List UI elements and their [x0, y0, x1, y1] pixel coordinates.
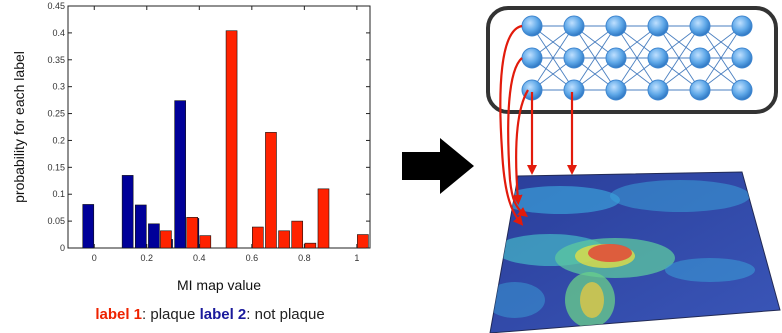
chart-plot-area: 0 0.05 0.1 0.15 0.2 0.25 0.3 0.35 0.4 0.45 0 0.2 0.4… [11, 1, 371, 293]
bar [160, 230, 172, 249]
y-tick-label: 0.45 [47, 1, 65, 11]
bar [304, 242, 317, 249]
bar-chart: 0 0.05 0.1 0.15 0.2 0.25 0.3 0.35 0.4 0.45 0 0.2 0.4… [11, 1, 371, 293]
bar [278, 230, 290, 249]
network-frame [486, 6, 778, 114]
bar [121, 175, 134, 249]
network-node [689, 79, 711, 101]
x-tick-label: 0.2 [141, 253, 154, 263]
x-tick-label: 1 [354, 253, 359, 263]
bar [357, 234, 369, 249]
network-node [731, 15, 753, 37]
network-nodes [521, 15, 753, 101]
y-tick-label: 0.1 [52, 189, 65, 199]
network-node [647, 79, 669, 101]
network-node [563, 47, 585, 69]
big-right-arrow-icon [402, 138, 474, 194]
bar [82, 204, 95, 249]
network-node [563, 15, 585, 37]
legend: label 1: plaque label 2: not plaque [0, 306, 420, 323]
heatmap-surface [489, 171, 781, 333]
network-node [647, 15, 669, 37]
bar [317, 188, 330, 249]
neural-network-diagram [486, 6, 781, 333]
bar [186, 217, 198, 249]
network-node [563, 79, 585, 101]
y-tick-label: 0.15 [47, 162, 65, 172]
y-tick-label: 0.25 [47, 109, 65, 119]
bar [225, 30, 238, 249]
bar [148, 223, 160, 249]
network-node [521, 15, 543, 37]
series-label-1 [160, 30, 369, 249]
network-edge [531, 25, 575, 91]
red-arrow [512, 89, 529, 205]
network-edge [573, 25, 617, 91]
network-edge [699, 25, 743, 91]
bar [174, 100, 186, 249]
red-arrow [507, 57, 528, 218]
network-node [521, 47, 543, 69]
legend-label-1-desc: : plaque [142, 306, 200, 323]
bar [199, 235, 212, 249]
network-node [605, 15, 627, 37]
y-tick-label: 0.3 [52, 82, 65, 92]
bar [265, 132, 277, 249]
legend-label-2-desc: : not plaque [246, 306, 325, 323]
bar [134, 204, 147, 249]
x-tick-label: 0.8 [298, 253, 311, 263]
y-axis-label: probability for each label [11, 51, 27, 203]
network-node [647, 47, 669, 69]
network-edge [615, 25, 659, 91]
bar [252, 226, 264, 249]
x-axis-label: MI map value [177, 277, 261, 293]
network-node [731, 47, 753, 69]
legend-label-1: label 1 [95, 306, 143, 323]
y-tick-label: 0.2 [52, 135, 65, 145]
bar [291, 220, 304, 249]
x-tick-label: 0.6 [246, 253, 259, 263]
network-to-heatmap-arrows [499, 24, 577, 226]
legend-label-2: label 2 [199, 306, 247, 323]
y-tick-label: 0 [60, 243, 65, 253]
x-tick-label: 0.4 [193, 253, 206, 263]
network-node [689, 15, 711, 37]
x-tick-label: 0 [92, 253, 97, 263]
y-tick-label: 0.05 [47, 216, 65, 226]
network-node [731, 79, 753, 101]
y-tick-label: 0.35 [47, 55, 65, 65]
network-node [689, 47, 711, 69]
flow-arrow [402, 138, 474, 194]
network-node [605, 47, 627, 69]
red-arrow [499, 24, 524, 226]
network-edge [657, 25, 701, 91]
network-node [605, 79, 627, 101]
y-tick-label: 0.4 [52, 28, 65, 38]
